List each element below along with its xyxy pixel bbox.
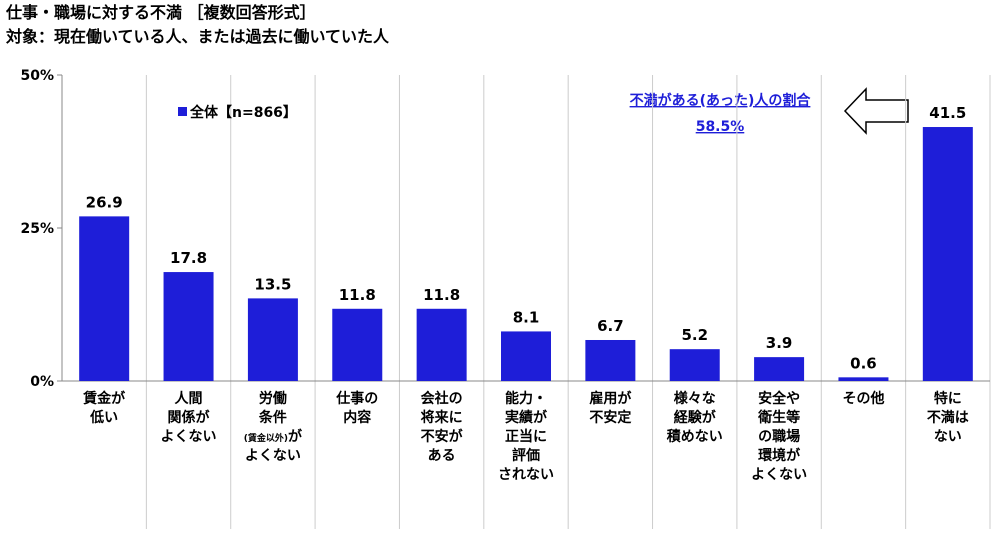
value-label: 11.8 (423, 286, 460, 304)
x-tick-label: 賃金が低い (82, 390, 126, 426)
bar (501, 331, 551, 381)
legend-swatch (178, 107, 187, 116)
x-tick-label: 労働条件(賃金以外)がよくない (244, 390, 303, 464)
bar (922, 127, 973, 382)
value-label: 17.8 (170, 249, 207, 267)
value-label: 13.5 (254, 275, 291, 293)
x-tick-label: 雇用が不安定 (589, 390, 632, 426)
bar (416, 308, 467, 381)
x-tick-label: 特に不満はない (927, 390, 969, 445)
x-tick-label: 能力・実績が正当に評価されない (498, 390, 554, 483)
value-label: 11.8 (339, 286, 376, 304)
value-label: 0.6 (850, 354, 877, 372)
annotation: 不満がある(あった)人の割合 (630, 92, 812, 109)
value-label: 6.7 (597, 317, 624, 335)
arrow (843, 87, 909, 135)
y-tick-label: 0% (30, 374, 54, 390)
x-tick-label: 会社の将来に不安がある (421, 390, 464, 464)
value-label: 3.9 (766, 334, 793, 352)
legend-label: 全体【n=866】 (189, 104, 297, 121)
bar (163, 272, 214, 381)
bar (669, 349, 720, 381)
x-tick-label: 仕事の内容 (335, 390, 378, 426)
value-label: 41.5 (929, 104, 966, 122)
x-tick-label: 安全や衛生等の職場環境がよくない (751, 390, 807, 483)
bar (838, 377, 889, 381)
x-tick-label: 人間関係がよくない (161, 390, 217, 445)
x-tick-label: その他 (842, 390, 884, 407)
x-tick-label: 様々な経験が積めない (666, 390, 723, 445)
value-label: 8.1 (513, 308, 540, 326)
value-label: 5.2 (681, 326, 708, 344)
bar (79, 216, 130, 381)
bar (332, 308, 383, 381)
chart-title: 仕事・職場に対する不満 ［複数回答形式］ (5, 3, 316, 22)
y-tick-label: 25% (20, 221, 54, 237)
annotation-value: 58.5% (696, 119, 745, 135)
bar (247, 298, 298, 381)
bar (754, 357, 805, 381)
chart-subtitle: 対象：現在働いている人、または過去に働いていた人 (5, 27, 390, 46)
value-label: 26.9 (86, 193, 123, 211)
bar (585, 339, 636, 381)
y-tick-label: 50% (20, 68, 54, 84)
